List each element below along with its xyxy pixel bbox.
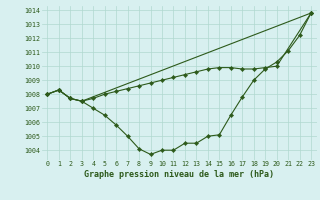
X-axis label: Graphe pression niveau de la mer (hPa): Graphe pression niveau de la mer (hPa): [84, 170, 274, 179]
